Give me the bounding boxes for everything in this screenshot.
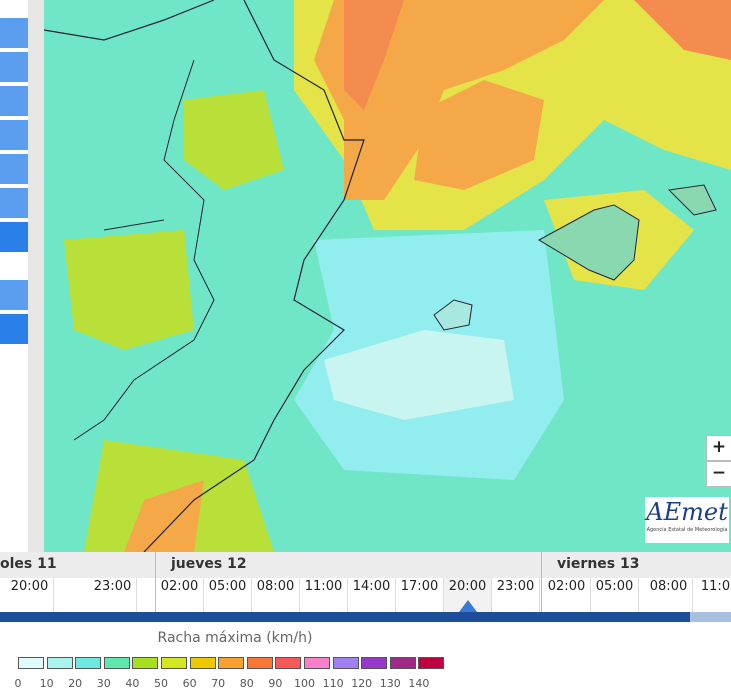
legend-label: 130: [379, 677, 401, 690]
wind-zone: [414, 80, 544, 190]
logo-name: AEmet: [646, 498, 728, 526]
legend-swatch: [361, 657, 388, 669]
time-slot[interactable]: 11:0: [692, 578, 731, 612]
layer-button[interactable]: [0, 314, 28, 344]
time-slot[interactable]: 14:00: [348, 578, 396, 612]
layer-button[interactable]: [0, 18, 28, 48]
border: [73, 59, 215, 441]
day-label: oles 11: [0, 556, 57, 572]
layer-button[interactable]: [0, 52, 28, 82]
wind-zone: [344, 0, 404, 110]
island: [537, 204, 640, 281]
legend-swatch: [246, 657, 273, 669]
legend-swatch: [218, 657, 245, 669]
time-slot[interactable]: 02:00: [543, 578, 591, 612]
time-slot[interactable]: 05:00: [204, 578, 252, 612]
wind-zone: [184, 90, 284, 190]
time-slot[interactable]: 11:00: [300, 578, 348, 612]
legend-label: 50: [154, 677, 168, 690]
island: [433, 299, 473, 331]
sidebar: [0, 0, 28, 552]
logo: AEmet Agencia Estatal de Meteorología: [645, 497, 729, 543]
layer-button[interactable]: [0, 86, 28, 116]
day-row: [0, 552, 731, 578]
progress-bar[interactable]: [0, 612, 690, 622]
legend-label: 90: [268, 677, 283, 690]
sidebar-gutter: [28, 0, 44, 552]
time-slot[interactable]: 08:00: [252, 578, 300, 612]
time-slot[interactable]: 23:00: [89, 578, 137, 612]
legend-swatch: [161, 657, 187, 669]
legend-swatch: [275, 657, 302, 669]
legend-label: 30: [96, 677, 111, 690]
legend-label: 120: [351, 677, 373, 690]
legend-label: 70: [211, 677, 226, 690]
map: [44, 0, 731, 552]
logo-subtitle: Agencia Estatal de Meteorología: [646, 527, 728, 533]
time-slot[interactable]: 08:00: [645, 578, 693, 612]
layer-button[interactable]: [0, 188, 28, 218]
wind-zone: [324, 330, 514, 420]
legend-title: Racha máxima (km/h): [157, 630, 313, 646]
layer-button[interactable]: [0, 154, 28, 184]
layer-button[interactable]: [0, 280, 28, 310]
legend-label: 140: [408, 677, 430, 690]
wind-zone: [124, 480, 204, 552]
time-marker: [459, 600, 477, 612]
day-label: viernes 13: [557, 556, 640, 572]
legend-swatch: [304, 657, 330, 669]
legend-label: 20: [68, 677, 83, 690]
legend-label: 10: [39, 677, 54, 690]
legend-swatch: [46, 657, 73, 669]
legend-label: 80: [239, 677, 254, 690]
wind-zone: [64, 230, 194, 350]
legend-swatch: [103, 657, 130, 669]
time-slot[interactable]: 02:00: [156, 578, 204, 612]
legend-swatch: [189, 657, 216, 669]
time-slot[interactable]: 17:00: [396, 578, 444, 612]
legend-label: 60: [182, 677, 197, 690]
day-separator: [541, 552, 542, 612]
time-slot[interactable]: 20:00: [444, 578, 492, 612]
day-separator: [155, 552, 156, 612]
layer-button[interactable]: [0, 120, 28, 150]
legend-swatch: [389, 657, 416, 669]
legend-swatch: [132, 657, 159, 669]
legend-label: 110: [322, 677, 344, 690]
legend-swatch: [418, 657, 445, 669]
legend-swatch: [18, 657, 44, 669]
day-label: jueves 12: [171, 556, 247, 572]
legend-swatch: [75, 657, 102, 669]
legend-label: 100: [294, 677, 315, 690]
coastline: [44, 0, 365, 552]
legend-label: 0: [14, 677, 22, 690]
zoom-out[interactable]: −: [706, 461, 731, 487]
wind-zone: [634, 0, 731, 60]
time-slot[interactable]: 20:00: [6, 578, 54, 612]
legend-swatch: [332, 657, 359, 669]
zoom-in[interactable]: +: [706, 435, 731, 461]
legend-label: 40: [125, 677, 140, 690]
progress-rest[interactable]: [690, 612, 731, 622]
time-slot[interactable]: 23:00: [492, 578, 540, 612]
time-slot[interactable]: 05:00: [591, 578, 639, 612]
island: [667, 184, 717, 216]
layer-button[interactable]: [0, 222, 28, 252]
